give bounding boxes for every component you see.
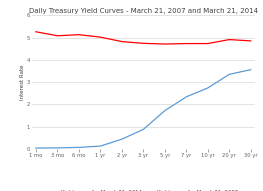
Yield curve for March 21, 2014 [34,147,37,149]
Title: Daily Treasury Yield Curves - March 21, 2007 and March 21, 2014: Daily Treasury Yield Curves - March 21, … [29,7,258,14]
Yield curve for March 21, 2007 [34,31,37,33]
Yield curve for March 21, 2007 [228,38,231,41]
Yield curve for March 21, 2014 [163,109,166,112]
Yield curve for March 21, 2014 [56,147,59,149]
Yield curve for March 21, 2007 [185,42,188,45]
Yield curve for March 21, 2014 [99,145,102,147]
Yield curve for March 21, 2007 [77,34,80,36]
Line: Yield curve for March 21, 2014: Yield curve for March 21, 2014 [36,70,251,148]
Yield curve for March 21, 2014 [185,96,188,98]
Line: Yield curve for March 21, 2007: Yield curve for March 21, 2007 [36,32,251,44]
Yield curve for March 21, 2007 [163,43,166,45]
Yield curve for March 21, 2007 [99,36,102,38]
Legend: Yield curve for March 21, 2014, Yield curve for March 21, 2007: Yield curve for March 21, 2014, Yield cu… [47,188,240,191]
Yield curve for March 21, 2014 [206,87,209,89]
Yield curve for March 21, 2007 [249,40,252,42]
Yield curve for March 21, 2014 [228,73,231,75]
Yield curve for March 21, 2007 [206,42,209,45]
Yield curve for March 21, 2007 [120,40,123,43]
Y-axis label: Interest Rate: Interest Rate [21,64,26,100]
Yield curve for March 21, 2014 [120,138,123,140]
Yield curve for March 21, 2007 [56,35,59,37]
Yield curve for March 21, 2014 [142,128,145,130]
Yield curve for March 21, 2014 [77,146,80,149]
Yield curve for March 21, 2007 [142,42,145,45]
Yield curve for March 21, 2014 [249,69,252,71]
